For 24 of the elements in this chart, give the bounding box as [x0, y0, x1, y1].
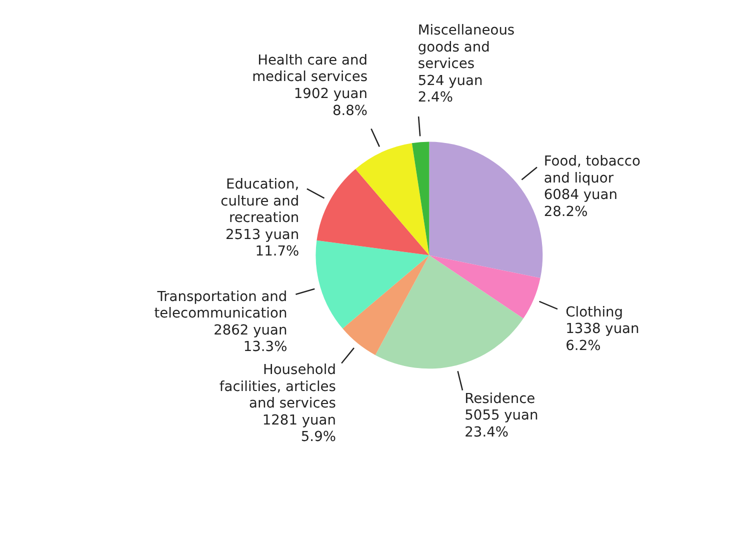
data-label: 2513 yuan 11.7% [226, 226, 300, 260]
slice-label: Transportation and telecommunication [154, 288, 288, 322]
pie-slice [429, 142, 542, 278]
slice-label: Residence [464, 390, 536, 407]
pie-slice [429, 255, 540, 319]
slice-label: Health care and medical services [252, 52, 368, 86]
pie-slice [316, 168, 430, 256]
slice-label: Household facilities, articles and services [219, 362, 336, 412]
data-label: 1281 yuan 5.9% [262, 412, 336, 446]
pie-slice [342, 255, 430, 356]
slice-label: Food, tobacco and liquor [544, 154, 640, 186]
pie-slice [316, 240, 430, 329]
data-label: 524 yuan 2.4% [418, 72, 483, 106]
slice-label: Education, culture and recreation [220, 176, 300, 226]
data-label: 1338 yuan 6.2% [566, 321, 640, 354]
pie-slice [355, 143, 430, 256]
pie-slice [375, 255, 524, 369]
pie-slice [412, 142, 430, 256]
slice-label: Miscellaneous goods and services [418, 22, 515, 72]
data-label: 2862 yuan 13.3% [214, 322, 288, 356]
data-label: 1902 yuan 8.8% [294, 86, 368, 119]
data-label: 5055 yuan 23.4% [464, 408, 538, 440]
data-label: 6084 yuan 28.2% [544, 187, 618, 220]
slice-label: Clothing [566, 304, 624, 320]
